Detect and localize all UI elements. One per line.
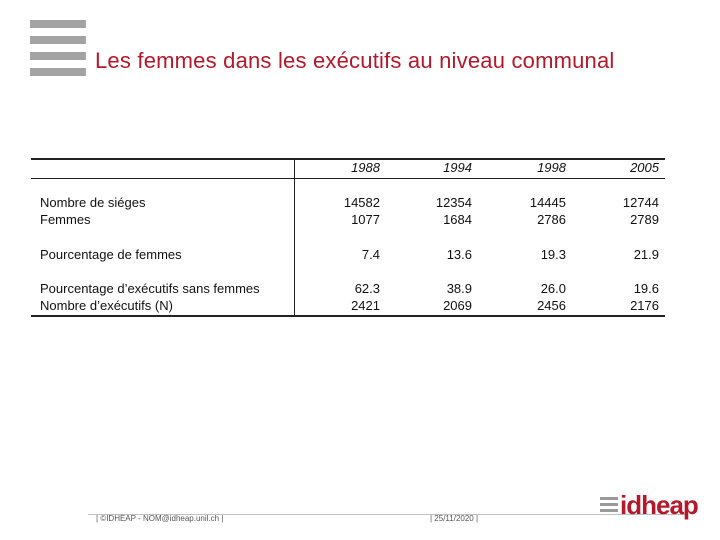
table-cell: 14445 — [529, 195, 566, 210]
table-divider — [294, 158, 295, 317]
year-header: 1998 — [537, 160, 566, 175]
table-cell: 38.9 — [446, 281, 472, 296]
slide-title: Les femmes dans les exécutifs au niveau … — [95, 48, 615, 73]
table-cell: 2421 — [351, 298, 380, 313]
table-cell: 7.4 — [361, 247, 380, 262]
table-cell: 2789 — [630, 212, 659, 227]
table-cell: 2786 — [537, 212, 566, 227]
row-label: Pourcentage d’exécutifs sans femmes — [40, 281, 260, 296]
table-cell: 12354 — [435, 195, 472, 210]
table-cell: 13.6 — [446, 247, 472, 262]
table-cell: 2176 — [630, 298, 659, 313]
table-top-rule — [31, 158, 665, 160]
footer-date: | 25/11/2020 | — [430, 514, 479, 523]
row-label: Nombre de siéges — [40, 195, 146, 210]
year-header: 1988 — [351, 160, 380, 175]
table-bottom-rule — [31, 315, 665, 317]
table-cell: 19.3 — [540, 247, 566, 262]
table-cell: 26.0 — [540, 281, 566, 296]
year-header: 1994 — [443, 160, 472, 175]
idheap-logo: idheap — [600, 490, 699, 522]
table-cell: 21.9 — [633, 247, 659, 262]
table-cell: 1684 — [443, 212, 472, 227]
table-cell: 2069 — [443, 298, 472, 313]
row-label: Pourcentage de femmes — [40, 247, 182, 262]
brand-bars-icon — [600, 497, 618, 517]
footer-rule — [88, 514, 688, 515]
table-cell: 62.3 — [354, 281, 380, 296]
footer-contact: | ©IDHEAP - NOM@idheap.unil.ch | — [96, 514, 224, 523]
year-header: 2005 — [630, 160, 659, 175]
table-cell: 14582 — [343, 195, 380, 210]
table-cell: 2456 — [537, 298, 566, 313]
brand-wordmark: idheap — [620, 490, 699, 520]
row-label: Femmes — [40, 212, 91, 227]
data-table: 1988 1994 1998 2005 Nombre de siéges 145… — [31, 158, 665, 317]
table-cell: 19.6 — [633, 281, 659, 296]
table-header-rule — [31, 178, 665, 179]
table-cell: 1077 — [351, 212, 380, 227]
logo-bars-icon — [30, 20, 86, 76]
table-cell: 12744 — [622, 195, 659, 210]
row-label: Nombre d’exécutifs (N) — [40, 298, 173, 313]
